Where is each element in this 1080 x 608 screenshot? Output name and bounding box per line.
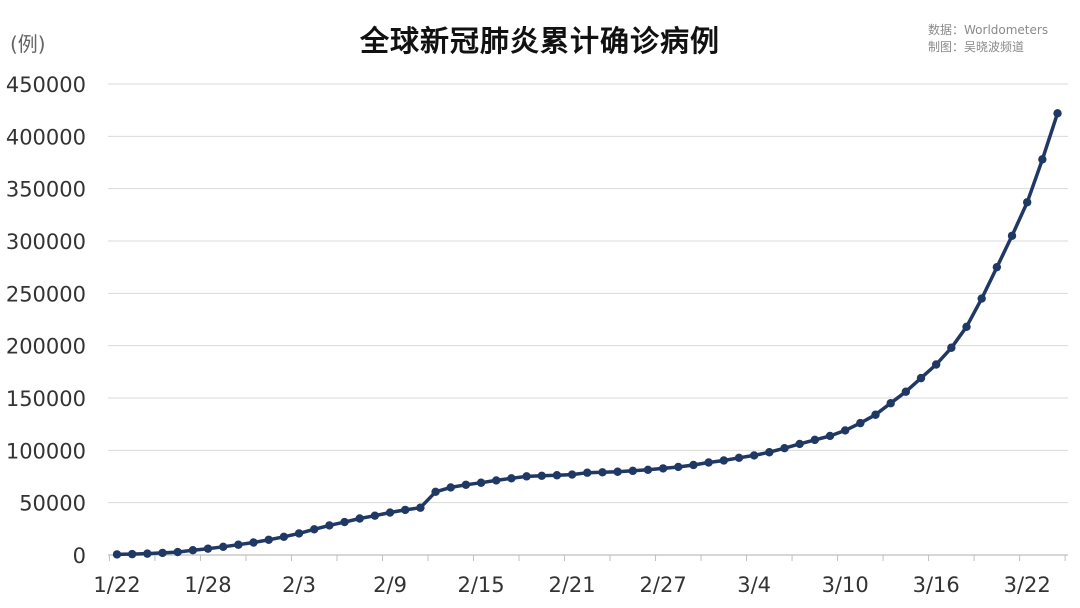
data-point bbox=[628, 466, 637, 476]
x-tick-label: 1/28 bbox=[184, 573, 231, 597]
y-tick-label: 300000 bbox=[6, 230, 86, 254]
data-point bbox=[446, 483, 455, 492]
data-point bbox=[674, 462, 683, 472]
data-point bbox=[279, 532, 289, 541]
y-tick-label: 200000 bbox=[6, 335, 86, 359]
series-group bbox=[112, 109, 1062, 559]
data-point bbox=[719, 456, 728, 465]
data-point bbox=[158, 548, 167, 558]
data-point bbox=[962, 322, 971, 332]
y-tick-label: 350000 bbox=[6, 178, 86, 202]
y-tick-label: 400000 bbox=[6, 125, 86, 149]
data-point bbox=[643, 465, 653, 475]
data-point bbox=[522, 472, 531, 481]
data-point bbox=[355, 514, 364, 523]
data-point bbox=[476, 478, 486, 487]
data-point bbox=[689, 460, 698, 470]
data-point bbox=[765, 448, 774, 457]
data-point bbox=[1053, 109, 1062, 118]
data-point bbox=[1022, 198, 1032, 207]
x-tick-label: 2/21 bbox=[549, 573, 596, 597]
data-point bbox=[416, 503, 425, 512]
credits: 数据：Worldometers 制图：吴晓波频道 bbox=[928, 22, 1048, 56]
x-tick-label: 3/16 bbox=[913, 573, 960, 597]
y-axis-ticks: 0 50000 100000 150000 200000 250000 300000 3500… bbox=[6, 73, 86, 568]
data-point bbox=[931, 360, 941, 369]
data-point bbox=[613, 467, 622, 476]
data-point bbox=[871, 410, 880, 419]
x-tick-label: 3/4 bbox=[737, 573, 771, 597]
data-point bbox=[370, 511, 380, 520]
data-point bbox=[916, 373, 926, 383]
data-point bbox=[901, 387, 911, 396]
gridlines bbox=[108, 83, 1068, 504]
y-tick-label: 450000 bbox=[6, 73, 86, 97]
x-tick-label: 2/15 bbox=[457, 573, 504, 597]
data-point bbox=[567, 470, 577, 479]
data-point bbox=[810, 435, 820, 445]
data-point bbox=[840, 426, 850, 435]
data-point bbox=[264, 535, 273, 544]
data-point bbox=[795, 439, 804, 449]
data-point bbox=[947, 343, 956, 352]
x-axis: 1/22 1/28 2/3 2/9 2/15 2/21 2/27 3/4 3/10 3/16 3/2… bbox=[93, 554, 1068, 597]
y-axis-unit-label: (例) bbox=[10, 32, 46, 56]
data-point bbox=[401, 505, 410, 515]
data-point bbox=[552, 471, 562, 480]
data-point bbox=[1038, 155, 1047, 164]
data-point bbox=[1007, 231, 1017, 240]
x-tick-label: 2/27 bbox=[640, 573, 687, 597]
data-point bbox=[992, 262, 1002, 272]
x-tick-label: 3/10 bbox=[822, 573, 869, 597]
chart-title: 全球新冠肺炎累计确诊病例 bbox=[359, 24, 720, 58]
data-point bbox=[294, 529, 304, 538]
data-point bbox=[431, 487, 440, 497]
data-point bbox=[704, 458, 713, 467]
y-tick-label: 50000 bbox=[19, 492, 86, 516]
data-point bbox=[325, 521, 334, 530]
data-point bbox=[886, 399, 895, 408]
data-point bbox=[537, 471, 546, 481]
data-point bbox=[749, 451, 759, 460]
data-point bbox=[340, 517, 349, 527]
data-point bbox=[492, 476, 501, 485]
data-point bbox=[583, 468, 592, 477]
data-point bbox=[112, 550, 122, 559]
data-point bbox=[310, 525, 319, 534]
data-point bbox=[218, 542, 228, 552]
data-point bbox=[598, 468, 607, 477]
data-point bbox=[461, 480, 471, 489]
data-point bbox=[977, 294, 986, 303]
author-label: 制图：吴晓波频道 bbox=[928, 40, 1025, 54]
data-point bbox=[507, 474, 516, 483]
data-point bbox=[127, 549, 137, 559]
x-tick-label: 2/9 bbox=[373, 573, 407, 597]
data-point bbox=[203, 544, 213, 553]
y-tick-label: 250000 bbox=[6, 282, 86, 306]
x-tick-label: 1/22 bbox=[93, 573, 140, 597]
data-point bbox=[385, 508, 395, 517]
y-tick-label: 0 bbox=[73, 544, 86, 568]
data-point bbox=[658, 464, 668, 473]
series-line bbox=[115, 111, 1060, 557]
data-point bbox=[188, 546, 198, 555]
data-point bbox=[780, 443, 789, 453]
data-point bbox=[825, 431, 835, 441]
y-tick-label: 100000 bbox=[6, 439, 86, 463]
data-point bbox=[734, 453, 744, 463]
data-point bbox=[856, 418, 865, 428]
x-tick-label: 3/22 bbox=[1004, 573, 1051, 597]
data-point bbox=[173, 547, 182, 557]
source-label: 数据：Worldometers bbox=[928, 23, 1049, 37]
data-point bbox=[234, 540, 243, 549]
x-tick-label: 2/3 bbox=[282, 573, 316, 597]
y-tick-label: 150000 bbox=[6, 387, 86, 411]
data-point bbox=[249, 538, 258, 547]
data-point bbox=[143, 549, 152, 558]
